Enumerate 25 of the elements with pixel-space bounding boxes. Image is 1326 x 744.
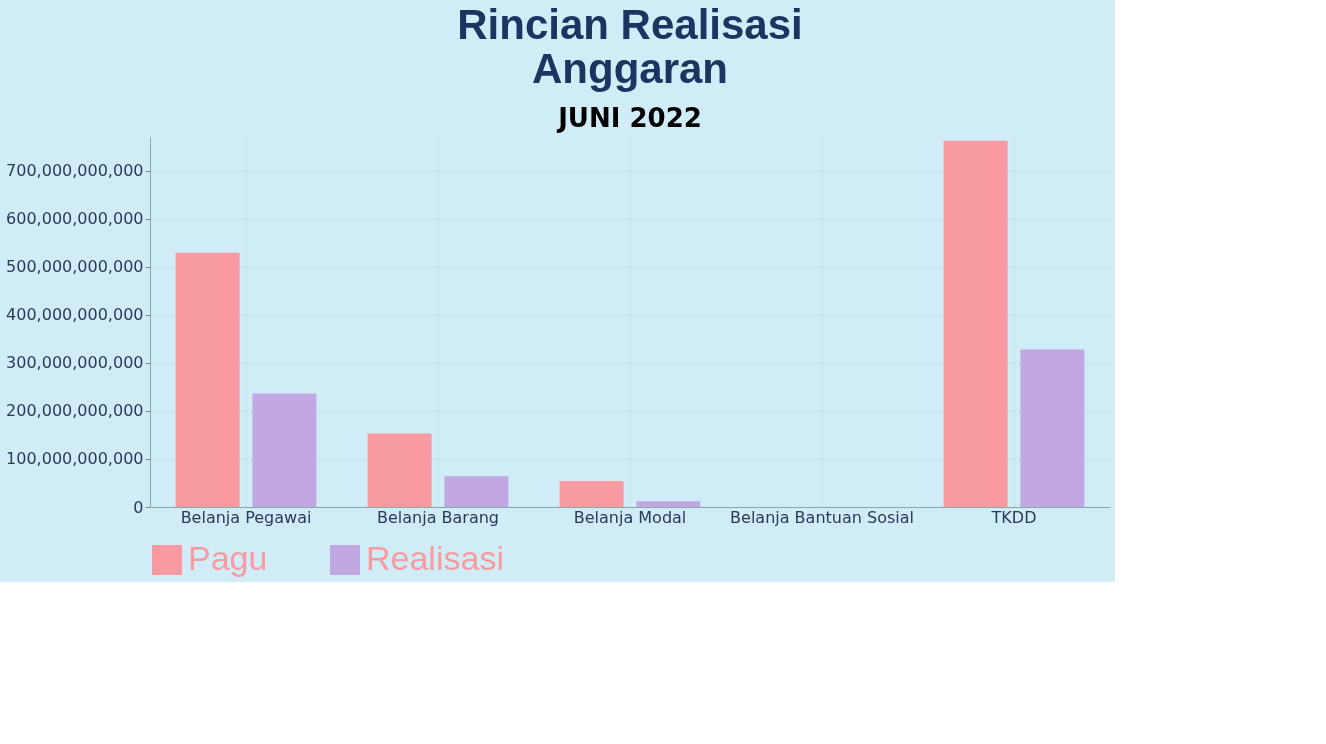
- chart-subtitle: JUNI 2022: [556, 103, 702, 133]
- y-tick-label: 700,000,000,000: [6, 161, 144, 181]
- legend-label: Pagu: [188, 539, 268, 577]
- y-tick-label: 100,000,000,000: [6, 449, 144, 469]
- bar: [252, 393, 317, 507]
- y-tick-label: 500,000,000,000: [6, 257, 144, 277]
- x-tick-label: Belanja Modal: [573, 507, 687, 527]
- bar: [175, 252, 240, 507]
- legend-label: Realisasi: [366, 539, 504, 577]
- y-tick-label: 400,000,000,000: [6, 305, 144, 325]
- x-tick-label: Belanja Barang: [376, 507, 500, 527]
- bar: [636, 501, 701, 507]
- y-tick-label: 0: [133, 497, 144, 517]
- bar: [1020, 349, 1085, 507]
- x-tick-label: Belanja Pegawai: [180, 507, 312, 527]
- chart-title: Rincian Realisasi Anggaran: [457, 1, 803, 92]
- bar: [559, 481, 624, 507]
- bar: [367, 433, 432, 507]
- bar: [943, 140, 1008, 507]
- y-tick-label: 300,000,000,000: [6, 353, 144, 373]
- bar: [444, 476, 509, 507]
- x-tick-label: TKDD: [990, 507, 1037, 527]
- x-tick-label: Belanja Bantuan Sosial: [730, 507, 914, 527]
- y-tick-label: 600,000,000,000: [6, 209, 144, 229]
- y-tick-label: 200,000,000,000: [6, 401, 144, 421]
